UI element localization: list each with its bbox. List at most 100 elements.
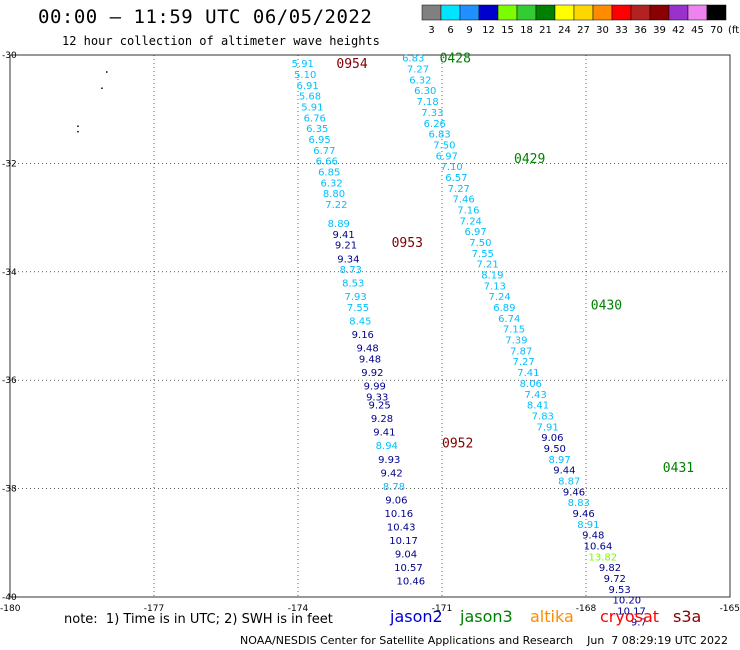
wave-height-value: 7.55 xyxy=(472,249,494,260)
wave-height-value: 6.57 xyxy=(445,173,467,184)
legend-s3a: s3a xyxy=(673,607,702,626)
lat-tick-label: -34 xyxy=(2,268,17,278)
wave-height-value: 10.17 xyxy=(389,536,418,547)
scale-swatch xyxy=(706,4,727,21)
wave-height-value: 8.87 xyxy=(558,476,580,487)
lat-tick-label: -32 xyxy=(2,159,17,169)
wave-height-value: 7.39 xyxy=(505,336,527,347)
wave-height-value: 6.66 xyxy=(316,157,338,168)
lat-tick-label: -30 xyxy=(2,51,17,61)
wave-height-value: 6.76 xyxy=(304,113,326,124)
wave-height-value: 10.46 xyxy=(396,577,425,588)
wave-height-value: 13.82 xyxy=(588,552,617,563)
scale-label: 30 xyxy=(596,25,609,36)
wave-height-value: 7.50 xyxy=(469,238,491,249)
wave-height-value: 6.30 xyxy=(414,86,436,97)
wave-height-value: 5.68 xyxy=(299,92,321,103)
pass-time-label: 0428 xyxy=(440,52,471,67)
wave-height-value: 9.16 xyxy=(352,330,374,341)
pass-time-label: 0954 xyxy=(336,57,367,72)
wave-height-value: 6.85 xyxy=(318,168,340,179)
scale-label: 45 xyxy=(691,25,704,36)
wave-height-value: 9.92 xyxy=(361,368,383,379)
pass-time-label: 0429 xyxy=(514,152,545,167)
credit-line: NOAA/NESDIS Center for Satellite Applica… xyxy=(240,634,728,647)
wave-height-value: 7.18 xyxy=(416,97,438,108)
wave-height-value: 9.04 xyxy=(395,550,417,561)
wave-height-value: 8.80 xyxy=(323,189,345,200)
wave-height-value: 7.33 xyxy=(421,108,443,119)
wave-height-value: 9.48 xyxy=(582,531,604,542)
lon-tick-label: -168 xyxy=(576,604,597,614)
wave-height-value: 9.50 xyxy=(544,444,566,455)
wave-height-value: 5.10 xyxy=(294,70,316,81)
wave-height-value: 8.97 xyxy=(548,455,570,466)
lat-tick-label: -36 xyxy=(2,376,17,386)
land-dot xyxy=(106,71,108,73)
wave-height-value: 7.24 xyxy=(488,292,510,303)
wave-height-value: 7.50 xyxy=(433,140,455,151)
wave-height-value: 6.83 xyxy=(428,130,450,141)
pass-time-label: 0430 xyxy=(591,298,622,313)
wave-height-value: 6.89 xyxy=(493,303,515,314)
wave-height-value: 8.78 xyxy=(383,482,405,493)
wave-height-value: 9.7 xyxy=(631,617,647,628)
wave-height-value: 9.44 xyxy=(553,466,575,477)
wave-height-value: 9.48 xyxy=(359,355,381,366)
scale-label: 15 xyxy=(501,25,514,36)
wave-height-value: 10.17 xyxy=(617,607,646,618)
wave-height-value: 9.25 xyxy=(368,401,390,412)
scale-label: 70 xyxy=(710,25,723,36)
wave-height-value: 8.19 xyxy=(481,271,503,282)
wave-height-value: 7.27 xyxy=(448,184,470,195)
wave-height-value: 7.46 xyxy=(452,195,474,206)
wave-height-value: 9.42 xyxy=(380,468,402,479)
wave-height-value: 8.53 xyxy=(342,279,364,290)
wave-height-value: 8.91 xyxy=(577,520,599,531)
lat-tick-label: -38 xyxy=(2,485,17,495)
lat-tick-label: -40 xyxy=(2,593,17,603)
wave-height-value: 7.87 xyxy=(510,346,532,357)
scale-label: 3 xyxy=(428,25,434,36)
wave-height-value: 6.83 xyxy=(402,54,424,65)
wave-height-value: 9.41 xyxy=(332,230,354,241)
wave-height-value: 10.64 xyxy=(584,542,613,553)
lon-tick-label: -177 xyxy=(144,604,164,614)
wave-height-value: 6.97 xyxy=(464,227,486,238)
scale-label: 12 xyxy=(482,25,495,36)
map-frame xyxy=(9,54,731,598)
wave-height-value: 8.73 xyxy=(340,265,362,276)
wave-height-value: 9.72 xyxy=(604,574,626,585)
map-subtitle: 12 hour collection of altimeter wave hei… xyxy=(62,34,380,48)
wave-height-value: 6.91 xyxy=(296,81,318,92)
wave-height-value: 5.91 xyxy=(301,102,323,113)
scale-label: 42 xyxy=(672,25,685,36)
wave-height-value: 9.06 xyxy=(541,433,563,444)
wave-height-value: 10.20 xyxy=(612,596,641,607)
wave-height-value: 8.06 xyxy=(520,379,542,390)
wave-height-value: 9.93 xyxy=(378,455,400,466)
wave-height-value: 6.32 xyxy=(409,75,431,86)
wave-height-value: 7.43 xyxy=(524,390,546,401)
wave-height-value: 6.95 xyxy=(308,135,330,146)
wave-height-value: 10.43 xyxy=(387,523,416,534)
lon-tick-label: -180 xyxy=(0,604,21,614)
wave-height-value: 7.24 xyxy=(460,216,482,227)
wave-height-value: 6.32 xyxy=(320,178,342,189)
scale-unit: (ft) xyxy=(728,25,740,36)
wave-height-value: 7.16 xyxy=(457,205,479,216)
land-dot xyxy=(77,125,79,127)
wave-height-value: 9.48 xyxy=(356,344,378,355)
legend-altika: altika xyxy=(530,607,574,626)
wave-height-value: 9.21 xyxy=(335,241,357,252)
scale-label: 9 xyxy=(466,25,472,36)
wave-height-value: 10.57 xyxy=(394,563,423,574)
map-title: 00:00 – 11:59 UTC 06/05/2022 xyxy=(38,6,373,28)
wave-height-value: 8.41 xyxy=(527,401,549,412)
scale-label: 24 xyxy=(558,25,571,36)
wave-height-value: 6.26 xyxy=(424,119,446,130)
wave-height-value: 7.13 xyxy=(484,281,506,292)
wave-height-value: 9.46 xyxy=(572,509,594,520)
wave-height-value: 7.27 xyxy=(407,65,429,76)
